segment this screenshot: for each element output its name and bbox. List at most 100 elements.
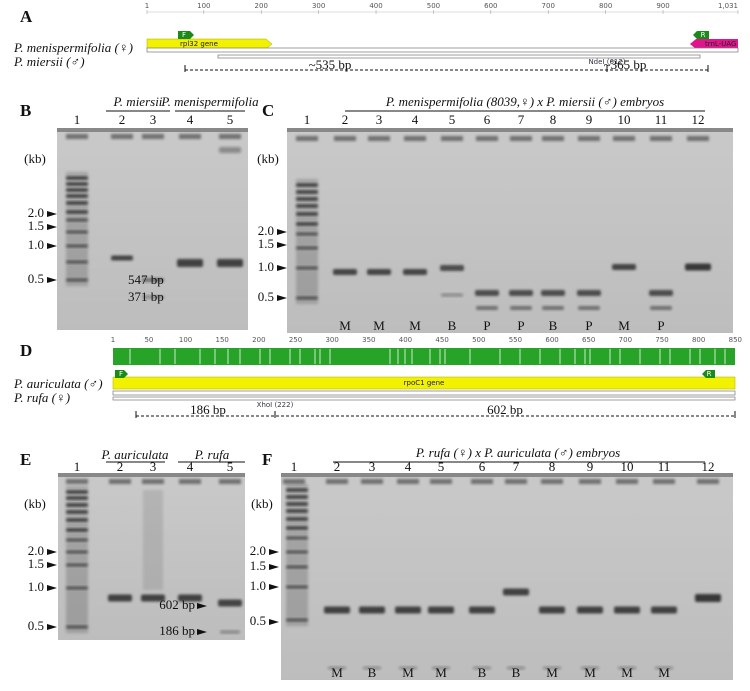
lane-number: 10 (621, 459, 634, 474)
ruler-label: 1,031 (718, 2, 738, 10)
group-label: P. menispermifolia (8039,♀) x P. miersii… (385, 94, 664, 109)
band (578, 306, 600, 310)
trna-arrow (690, 39, 738, 49)
ladder-label: 0.5 (28, 618, 44, 633)
band (286, 526, 308, 530)
lane-number: 8 (550, 112, 557, 127)
band (509, 290, 533, 296)
unit-label: (kb) (251, 496, 273, 511)
gel-edge (281, 473, 733, 477)
well (650, 136, 672, 141)
ladder-label: 0.5 (258, 289, 274, 304)
well (361, 479, 383, 484)
band (296, 246, 318, 250)
well (296, 136, 318, 141)
ladder-smear (66, 172, 88, 286)
variant-bar (113, 348, 735, 365)
band (286, 509, 308, 513)
panel-letter: D (20, 341, 32, 360)
band (655, 666, 673, 670)
lane-number: 8 (549, 459, 556, 474)
ladder-label: 1.5 (258, 236, 274, 251)
well (510, 136, 532, 141)
marker-arrow (277, 229, 287, 235)
ruler-label: 450 (435, 336, 448, 344)
well (541, 479, 563, 484)
well (219, 134, 241, 139)
sequence-track (112, 390, 736, 396)
band (650, 306, 672, 310)
band (286, 488, 308, 492)
primer-label: R (707, 370, 712, 378)
marker-arrow (47, 585, 57, 591)
well (219, 479, 241, 484)
ladder-label: 1.0 (250, 578, 266, 593)
band (296, 296, 318, 300)
band (651, 606, 677, 614)
ladder-label: 1.5 (250, 558, 266, 573)
band (296, 266, 318, 270)
genotype-label: P (517, 318, 524, 333)
ruler-label: 550 (509, 336, 522, 344)
band (286, 517, 308, 521)
gel-edge (57, 128, 248, 132)
band (66, 563, 88, 567)
ruler-label: 200 (255, 2, 268, 10)
band (539, 606, 565, 614)
lane-number: 1 (304, 112, 311, 127)
band (469, 606, 495, 614)
genotype-label: P (585, 318, 592, 333)
ruler-label: 200 (252, 336, 265, 344)
well (542, 136, 564, 141)
gel-edge (58, 473, 245, 477)
ruler-label: 500 (427, 2, 440, 10)
ruler-label: 150 (216, 336, 229, 344)
lane-number: 1 (74, 112, 81, 127)
band (66, 260, 88, 264)
fragment-label: ~365 bp (604, 57, 647, 72)
genotype-label: B (478, 665, 487, 680)
band (475, 290, 499, 296)
genotype-label: M (331, 665, 343, 680)
lane-number: 12 (692, 112, 705, 127)
genotype-label: M (402, 665, 414, 680)
ruler-label: 250 (289, 336, 302, 344)
band (432, 666, 450, 670)
band (66, 201, 88, 205)
gene-label: rpl32 gene (180, 40, 218, 48)
species-label: P. menispermifolia (♀) (13, 40, 133, 55)
ruler-label: 100 (179, 336, 192, 344)
ruler-label: 600 (545, 336, 558, 344)
primer-label: F (119, 370, 123, 378)
fragment-label: ~535 bp (309, 57, 352, 72)
lane-number: 11 (658, 459, 671, 474)
band (510, 306, 532, 310)
gel (281, 473, 733, 680)
ladder-smear (296, 179, 318, 304)
group-label: P. rufa (♀) x P. auriculata (♂) embryos (415, 445, 620, 460)
genotype-label: M (658, 665, 670, 680)
band (428, 606, 454, 614)
band (333, 269, 357, 275)
well (142, 479, 164, 484)
band (685, 263, 711, 271)
band-label: 371 bp (128, 289, 164, 304)
ruler-label: 300 (312, 2, 325, 10)
band (296, 232, 318, 236)
marker-arrow (269, 549, 279, 555)
band (66, 176, 88, 180)
band (66, 490, 88, 494)
primer-label: F (182, 31, 186, 39)
well (505, 479, 527, 484)
genotype-label: M (373, 318, 385, 333)
panel-letter: A (20, 7, 33, 26)
lane-number: 11 (655, 112, 668, 127)
unit-label: (kb) (257, 151, 279, 166)
band (220, 630, 240, 634)
ruler-label: 100 (197, 2, 210, 10)
band (363, 666, 381, 670)
band (286, 536, 308, 540)
well (579, 479, 601, 484)
band (359, 606, 385, 614)
